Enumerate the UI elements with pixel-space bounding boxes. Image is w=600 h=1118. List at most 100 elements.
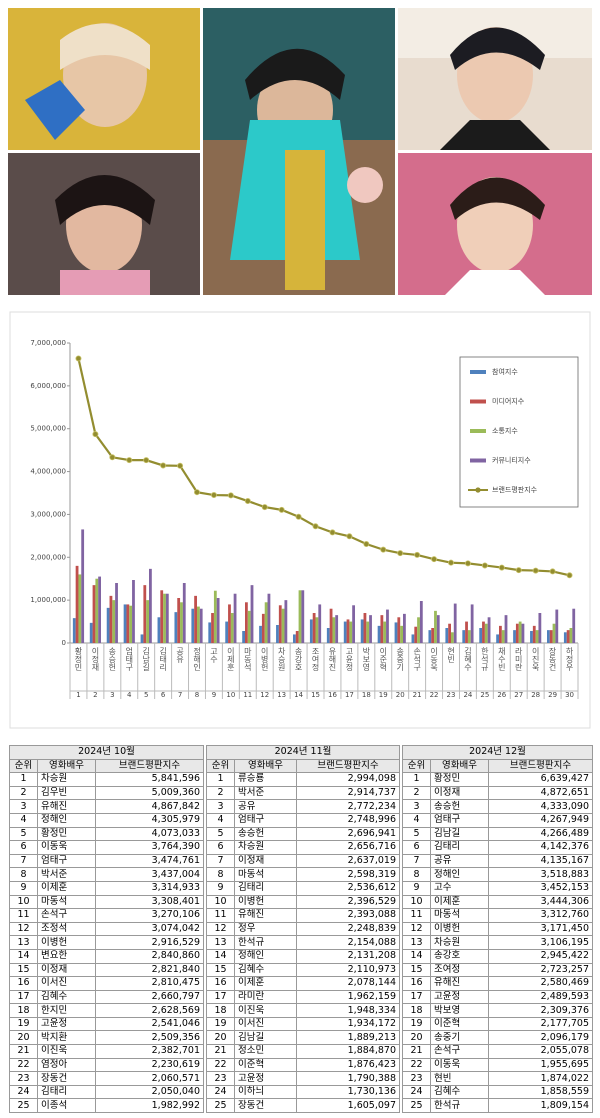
actor-name: 이제훈 (37, 880, 96, 896)
score: 2,230,619 (95, 1057, 204, 1073)
bar (363, 613, 367, 643)
actor-name: 정우 (234, 921, 297, 937)
score: 4,333,090 (488, 799, 593, 814)
rank: 16 (9, 976, 38, 991)
rank: 10 (402, 894, 431, 910)
score: 2,309,376 (488, 1003, 593, 1018)
score: 2,723,257 (488, 962, 593, 978)
bar (563, 632, 567, 643)
table-row: 4 엄태구 4,267,949 (402, 812, 593, 828)
line-marker (346, 533, 353, 540)
score: 1,948,334 (296, 1003, 400, 1018)
bar (75, 565, 79, 643)
bar (496, 634, 499, 643)
rank: 25 (9, 1098, 38, 1114)
actor-name: 이동욱 (430, 1057, 489, 1073)
score: 3,171,450 (488, 921, 593, 937)
rank: 4 (402, 812, 431, 828)
rank-label: 29 (548, 691, 557, 699)
actor-name: 한석규 (234, 935, 297, 950)
score: 2,096,179 (488, 1030, 593, 1046)
bar (191, 608, 195, 643)
bar (366, 621, 370, 643)
ranking-table: 2024년 10월 순위 영화배우 브랜드평판지수 1 차승원 5,841,596 2 김우빈 5… (9, 745, 204, 1114)
table-row: 4 엄태구 2,748,996 (206, 812, 400, 828)
score: 2,489,593 (488, 989, 593, 1005)
actor-name: 이제훈 (234, 976, 297, 991)
rank: 13 (206, 935, 235, 950)
actor-name: 이정재 (430, 785, 489, 801)
bar (335, 615, 339, 643)
bar (530, 631, 533, 643)
score: 1,889,213 (296, 1030, 400, 1046)
table-row: 23 장동건 2,060,571 (9, 1071, 204, 1086)
table-row: 17 라미란 1,962,159 (206, 989, 400, 1005)
legend-label: 미디어지수 (492, 397, 525, 406)
bar (360, 619, 364, 643)
table-row: 13 이병헌 2,916,529 (9, 935, 204, 950)
line-marker (329, 529, 336, 536)
actor-name: 김혜수 (37, 989, 96, 1005)
table-row: 5 김남길 4,266,489 (402, 826, 593, 842)
rank: 1 (402, 772, 431, 787)
actor-name: 유해진 (430, 976, 489, 991)
actor-name: 마동석 (37, 894, 96, 910)
bar (470, 604, 474, 643)
table-row: 3 공유 2,772,234 (206, 799, 400, 814)
x-tick-label: 공유 (176, 647, 185, 664)
table-row: 5 송승헌 2,696,941 (206, 826, 400, 842)
table-row: 15 이정재 2,821,840 (9, 962, 204, 978)
rank: 13 (9, 935, 38, 950)
bar (98, 576, 101, 643)
photo (8, 153, 200, 295)
x-tick-label: 이동욱 (430, 646, 439, 672)
actor-name: 한석규 (430, 1098, 489, 1114)
table-row: 18 박보영 2,309,376 (402, 1003, 593, 1018)
rank-label: 8 (195, 691, 199, 699)
table-row: 25 한석규 1,809,154 (402, 1098, 593, 1114)
actor-name: 김태리 (37, 1084, 96, 1100)
x-tick-label: 이제훈 (226, 646, 235, 671)
line-marker (177, 462, 184, 469)
bar (261, 613, 265, 643)
score: 1,962,159 (296, 989, 400, 1005)
score: 2,536,612 (296, 880, 400, 896)
actor-name: 한지민 (37, 1003, 96, 1018)
table-row: 20 김남길 1,889,213 (206, 1030, 400, 1046)
rank-label: 21 (413, 691, 422, 699)
column-header: 브랜드평판지수 (95, 758, 204, 774)
actor-name: 손석구 (37, 908, 96, 923)
rank: 14 (206, 948, 235, 964)
bar (448, 623, 451, 643)
score: 1,876,423 (296, 1057, 400, 1073)
photo (203, 8, 395, 295)
table-row: 17 고윤정 2,489,593 (402, 989, 593, 1005)
x-tick-label: 이진욱 (531, 646, 540, 672)
rank: 5 (9, 826, 38, 842)
rank: 19 (206, 1016, 235, 1032)
bar (394, 622, 398, 643)
rank: 15 (206, 962, 235, 978)
ranking-table: 2024년 11월 순위 영화배우 브랜드평판지수 1 류승룡 2,994,098 2 박서준 2… (206, 745, 400, 1114)
actor-name: 이서진 (37, 976, 96, 991)
x-tick-label: 마동석 (243, 647, 252, 672)
table-row: 21 정소민 1,884,870 (206, 1044, 400, 1059)
bar (284, 600, 288, 643)
score: 3,314,933 (95, 880, 204, 896)
line-marker (261, 504, 268, 511)
actor-name: 김남길 (430, 826, 489, 842)
rank-label: 28 (531, 691, 540, 699)
score: 1,874,022 (488, 1071, 593, 1086)
bar (487, 617, 491, 643)
photo (398, 8, 592, 150)
column-header: 순위 (9, 758, 38, 774)
bar (428, 630, 432, 643)
bar (174, 612, 178, 643)
bar (343, 621, 347, 643)
table-row: 3 송승헌 4,333,090 (402, 799, 593, 814)
table-row: 23 고윤정 1,790,388 (206, 1071, 400, 1086)
actor-name: 염정아 (37, 1057, 96, 1073)
column-header: 영화배우 (430, 758, 489, 774)
rank: 2 (402, 785, 431, 801)
bar (566, 630, 570, 643)
